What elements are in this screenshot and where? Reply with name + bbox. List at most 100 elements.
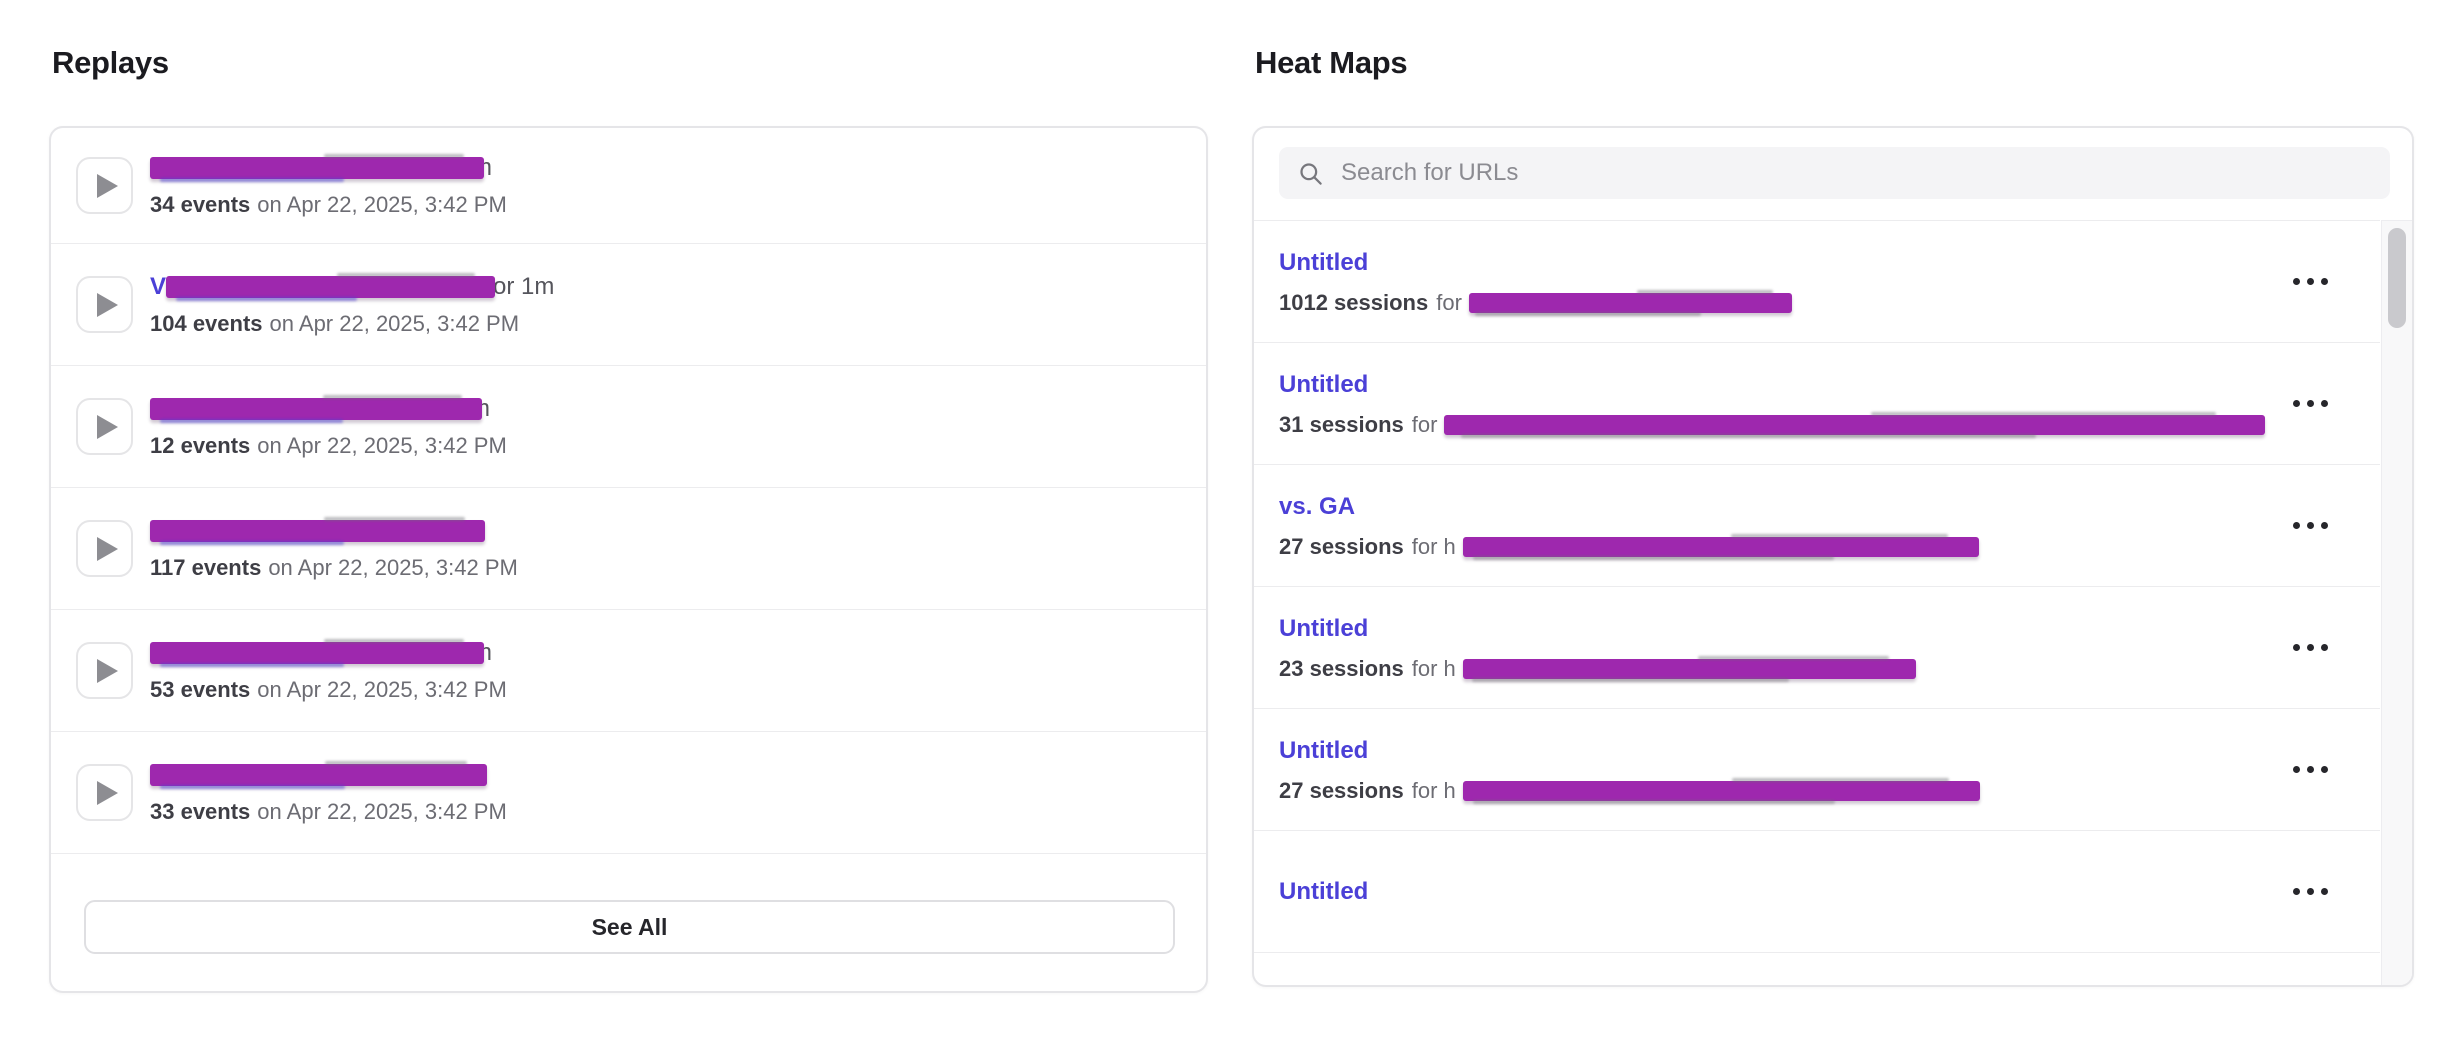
heatmap-title-link[interactable]: Untitled: [1279, 736, 1369, 764]
replay-events-count: 117 events: [150, 554, 262, 580]
heatmap-title-link[interactable]: Untitled: [1279, 248, 1369, 276]
search-icon: [1300, 163, 1322, 185]
heatmap-meta: 27 sessions for h: [1279, 534, 2293, 560]
search-input[interactable]: [1279, 147, 2390, 199]
heatmap-title-link[interactable]: Untitled: [1279, 878, 1369, 905]
redaction-bar: [150, 764, 487, 786]
replay-timestamp: on Apr 22, 2025, 3:42 PM: [257, 676, 507, 702]
play-icon: [96, 173, 118, 198]
heatmap-for-label: for h: [1411, 655, 1456, 681]
heatmap-session-count: 27 sessions: [1279, 777, 1404, 803]
replay-row: m 34 events on Apr 22, 2025, 3:42 PM: [51, 128, 1206, 244]
heatmap-for-label: for h: [1411, 777, 1456, 803]
redaction-bar: [1462, 658, 1916, 679]
heatmap-for-label: for h: [1411, 533, 1456, 559]
heatmap-session-count: 1012 sessions: [1279, 289, 1429, 315]
replay-row: 33 events on Apr 22, 2025, 3:42 PM: [51, 732, 1206, 854]
heatmaps-section: Heat Maps Untitled 1012 sessions for Unt…: [1252, 44, 2414, 987]
replay-title[interactable]: m: [150, 395, 507, 424]
play-button[interactable]: [76, 157, 133, 214]
more-options-button[interactable]: [2293, 522, 2328, 529]
heatmap-for-label: for: [1436, 289, 1462, 315]
replay-list: m 34 events on Apr 22, 2025, 3:42 PM V o…: [51, 128, 1206, 854]
replay-meta: 12 events on Apr 22, 2025, 3:42 PM: [150, 433, 507, 459]
replay-text: m 53 events on Apr 22, 2025, 3:42 PM: [150, 639, 507, 703]
more-options-button[interactable]: [2293, 644, 2328, 651]
replay-title[interactable]: V or 1m: [150, 273, 554, 302]
replay-meta: 104 events on Apr 22, 2025, 3:42 PM: [150, 311, 554, 337]
scrollbar-track[interactable]: [2381, 220, 2412, 985]
redaction-bar: [1444, 414, 2266, 435]
replay-title[interactable]: m: [150, 639, 507, 668]
heatmap-meta: 23 sessions for h: [1279, 656, 2293, 682]
replay-title[interactable]: [150, 761, 507, 790]
see-all-wrap: See All: [51, 854, 1206, 954]
heatmap-title-link[interactable]: Untitled: [1279, 370, 1369, 398]
play-button[interactable]: [76, 398, 133, 455]
replay-events-count: 12 events: [150, 432, 251, 458]
replay-timestamp: on Apr 22, 2025, 3:42 PM: [257, 432, 507, 458]
heatmap-item: Untitled 1012 sessions for: [1254, 221, 2380, 343]
more-options-button[interactable]: [2293, 888, 2328, 895]
scrollbar-thumb[interactable]: [2388, 228, 2406, 328]
heatmap-meta: 1012 sessions for: [1279, 290, 2293, 316]
replay-text: V or 1m 104 events on Apr 22, 2025, 3:42…: [150, 273, 554, 337]
more-options-button[interactable]: [2293, 766, 2328, 773]
replays-heading: Replays: [52, 45, 169, 80]
replay-meta: 34 events on Apr 22, 2025, 3:42 PM: [150, 192, 507, 218]
replay-row: m 12 events on Apr 22, 2025, 3:42 PM: [51, 366, 1206, 488]
play-button[interactable]: [76, 276, 133, 333]
more-options-button[interactable]: [2293, 400, 2328, 407]
url-search-bar: [1279, 147, 2390, 199]
replay-timestamp: on Apr 22, 2025, 3:42 PM: [269, 310, 520, 336]
redaction-bar: [1462, 536, 1979, 557]
play-icon: [96, 292, 118, 317]
heatmap-content: Untitled 23 sessions for h: [1279, 614, 2293, 682]
play-button[interactable]: [76, 520, 133, 577]
heatmap-item: Untitled: [1254, 953, 2380, 985]
play-button[interactable]: [76, 642, 133, 699]
heatmap-list: Untitled 1012 sessions for Untitled 31 s…: [1254, 220, 2380, 985]
play-icon: [96, 536, 118, 561]
replay-events-count: 34 events: [150, 191, 251, 217]
heatmap-content: Untitled 31 sessions for: [1279, 370, 2293, 438]
heatmap-title-link[interactable]: Untitled: [1279, 983, 1368, 985]
replay-name-fragment: V: [150, 273, 167, 300]
heatmap-title-link[interactable]: vs. GA: [1279, 492, 1356, 520]
redaction-bar: [150, 642, 484, 664]
more-options-button[interactable]: [2293, 278, 2328, 285]
replay-row: 117 events on Apr 22, 2025, 3:42 PM: [51, 488, 1206, 610]
heatmap-title-link[interactable]: Untitled: [1279, 614, 1369, 642]
heatmap-session-count: 23 sessions: [1279, 655, 1404, 681]
redaction-bar: [150, 398, 482, 420]
replay-title[interactable]: m: [150, 154, 507, 183]
heatmaps-heading: Heat Maps: [1255, 45, 1408, 80]
replay-timestamp: on Apr 22, 2025, 3:42 PM: [257, 798, 507, 824]
replays-section: Replays m 34 events on Apr 22, 2025, 3:4…: [49, 44, 1208, 993]
heatmap-item: Untitled 23 sessions for h: [1254, 587, 2380, 709]
replay-events-count: 53 events: [150, 676, 251, 702]
play-icon: [96, 780, 118, 805]
heatmap-item: Untitled 27 sessions for h: [1254, 709, 2380, 831]
replay-row: m 53 events on Apr 22, 2025, 3:42 PM: [51, 610, 1206, 732]
replay-events-count: 33 events: [150, 798, 251, 824]
replay-title[interactable]: [150, 517, 518, 546]
heatmap-content: Untitled 1012 sessions for: [1279, 248, 2293, 316]
replay-meta: 117 events on Apr 22, 2025, 3:42 PM: [150, 555, 518, 581]
redaction-bar: [166, 276, 496, 298]
heatmap-session-count: 27 sessions: [1279, 533, 1404, 559]
replays-card: m 34 events on Apr 22, 2025, 3:42 PM V o…: [49, 126, 1208, 993]
replay-row: V or 1m 104 events on Apr 22, 2025, 3:42…: [51, 244, 1206, 366]
heatmap-item: vs. GA 27 sessions for h: [1254, 465, 2380, 587]
see-all-button[interactable]: See All: [84, 900, 1175, 954]
heatmap-item: Untitled 31 sessions for: [1254, 343, 2380, 465]
play-icon: [96, 414, 118, 439]
heatmap-session-count: 31 sessions: [1279, 411, 1404, 437]
heatmap-content: Untitled 27 sessions for h: [1279, 736, 2293, 804]
redaction-bar: [150, 157, 484, 179]
heatmaps-card: Untitled 1012 sessions for Untitled 31 s…: [1252, 126, 2414, 987]
replay-timestamp: on Apr 22, 2025, 3:42 PM: [257, 191, 507, 217]
replay-events-count: 104 events: [150, 310, 263, 336]
heatmap-content: Untitled: [1279, 983, 2380, 985]
play-button[interactable]: [76, 764, 133, 821]
